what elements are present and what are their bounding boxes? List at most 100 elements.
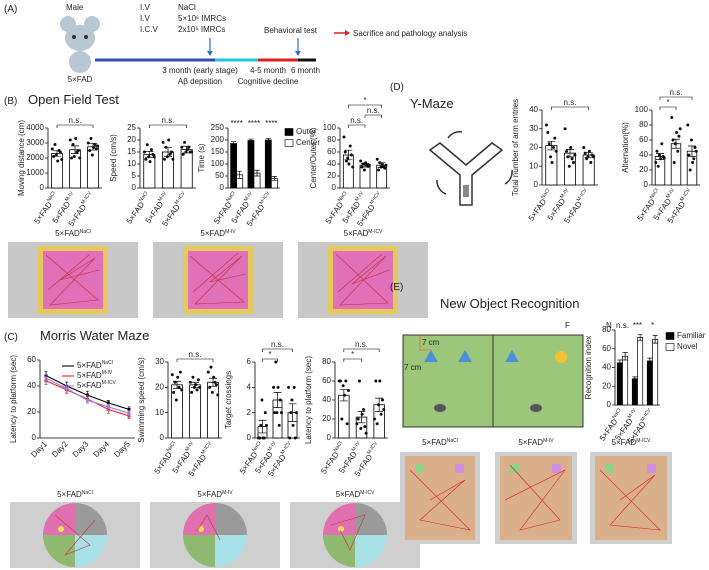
data-point (210, 390, 214, 394)
data-point (275, 411, 279, 415)
data-point (345, 422, 349, 426)
data-point (72, 155, 76, 158)
y-tick-label: 0 (607, 400, 612, 409)
x-tick-label: Day3 (71, 439, 91, 459)
significance: n.s. (670, 88, 683, 97)
error-bar (258, 419, 267, 434)
route: I.V (140, 3, 150, 12)
y-tick-label: 0 (132, 183, 137, 192)
label-sup: M-ICV (280, 440, 293, 456)
legend-label: Novel (677, 342, 698, 351)
data-point (375, 157, 379, 161)
image-label: 5×FADM-IV (197, 490, 233, 499)
panel-label: (E) (390, 282, 403, 293)
significance-bracket (56, 124, 94, 128)
data-point (374, 379, 378, 383)
bar (359, 164, 371, 189)
y-tick-label: 0 (644, 180, 649, 189)
bar (616, 362, 623, 406)
bar (564, 152, 577, 186)
legend-label: Outer (296, 127, 316, 136)
error-bar (344, 149, 353, 161)
label-sup: NaCl (102, 360, 113, 366)
error-bar (89, 143, 97, 151)
y-tick-label: 0 (534, 180, 539, 189)
data-point (569, 146, 573, 149)
data-point (272, 385, 276, 389)
x-tick-label: Day1 (29, 439, 49, 459)
data-point (161, 140, 165, 144)
data-point (263, 411, 267, 415)
bar (670, 143, 682, 186)
data-point (364, 431, 368, 435)
data-point (190, 150, 194, 154)
label-base: 5×FAD (518, 438, 543, 447)
y-axis-label: Time (s) (197, 143, 206, 172)
data-point (551, 146, 555, 149)
y-tick-label: 200 (211, 135, 225, 144)
error-bar (209, 377, 217, 387)
significance: **** (248, 119, 260, 128)
y-tick-label: 60 (602, 344, 611, 353)
data-point (657, 153, 661, 157)
data-point (290, 398, 294, 402)
data-point (589, 161, 593, 164)
panel-title: Y-Maze (410, 96, 454, 111)
error-bar (339, 389, 348, 402)
significance: * (351, 350, 354, 359)
label-sup: M-IV (102, 370, 113, 376)
data-point (382, 408, 386, 411)
significance-bracket (149, 124, 187, 128)
error-bar (647, 357, 653, 365)
y-tick-label: 20 (327, 171, 336, 180)
y-tick-label: 0 (247, 433, 252, 442)
label-sup: NaCl (166, 441, 177, 454)
label-base: 5×FAD (319, 450, 341, 476)
data-point (196, 378, 200, 382)
data-point (144, 157, 148, 161)
image-label: 5×FADM-ICV (336, 490, 376, 499)
x-tick-label: Day4 (92, 439, 112, 459)
data-point (195, 388, 199, 392)
image-label: 5×FADM-ICV (344, 229, 384, 238)
y-tick-label: 25 (127, 123, 136, 132)
error-bar (71, 145, 79, 154)
data-point (379, 412, 383, 416)
significance: n.s. (162, 116, 175, 125)
significance-bracket (176, 358, 214, 362)
y-tick-label: 250 (211, 123, 225, 132)
data-point (273, 411, 277, 415)
y-tick-label: 100 (635, 105, 649, 114)
error-bar (688, 145, 696, 157)
marker (44, 376, 48, 380)
label-base: 5×FAD (422, 438, 447, 447)
y-axis-label: Swimming speed (cm/s) (137, 357, 146, 443)
y-tick-label: 30 (155, 357, 164, 366)
scale-label: 7 cm (404, 363, 422, 372)
bar (622, 355, 629, 406)
error-bar (145, 151, 154, 158)
label-sup: M-ICV (368, 229, 383, 235)
timeline (95, 30, 350, 62)
data-point (148, 160, 152, 164)
y-tick-label: 80 (327, 135, 336, 144)
marker (106, 401, 110, 405)
label-sup: M-ICV (636, 438, 651, 444)
label-sup: M-IV (351, 440, 362, 453)
bar (338, 394, 350, 439)
data-point (68, 138, 72, 142)
data-point (373, 417, 377, 421)
label-sup: M-ICV (174, 190, 187, 206)
data-point (384, 163, 388, 167)
data-point (279, 411, 283, 415)
data-point (656, 164, 660, 168)
data-point (216, 393, 220, 397)
sex-label: Male (66, 3, 84, 12)
data-point (58, 150, 62, 154)
label-sup: NaCl (649, 188, 660, 201)
mouse-icon (60, 16, 100, 73)
legend-swatch (284, 139, 294, 147)
y-tick-label: 0 (332, 183, 337, 192)
data-point (677, 134, 681, 138)
